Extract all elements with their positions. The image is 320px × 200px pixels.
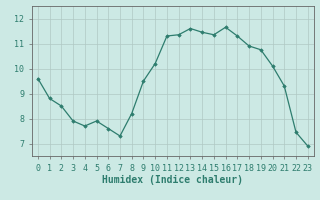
X-axis label: Humidex (Indice chaleur): Humidex (Indice chaleur)	[102, 175, 243, 185]
